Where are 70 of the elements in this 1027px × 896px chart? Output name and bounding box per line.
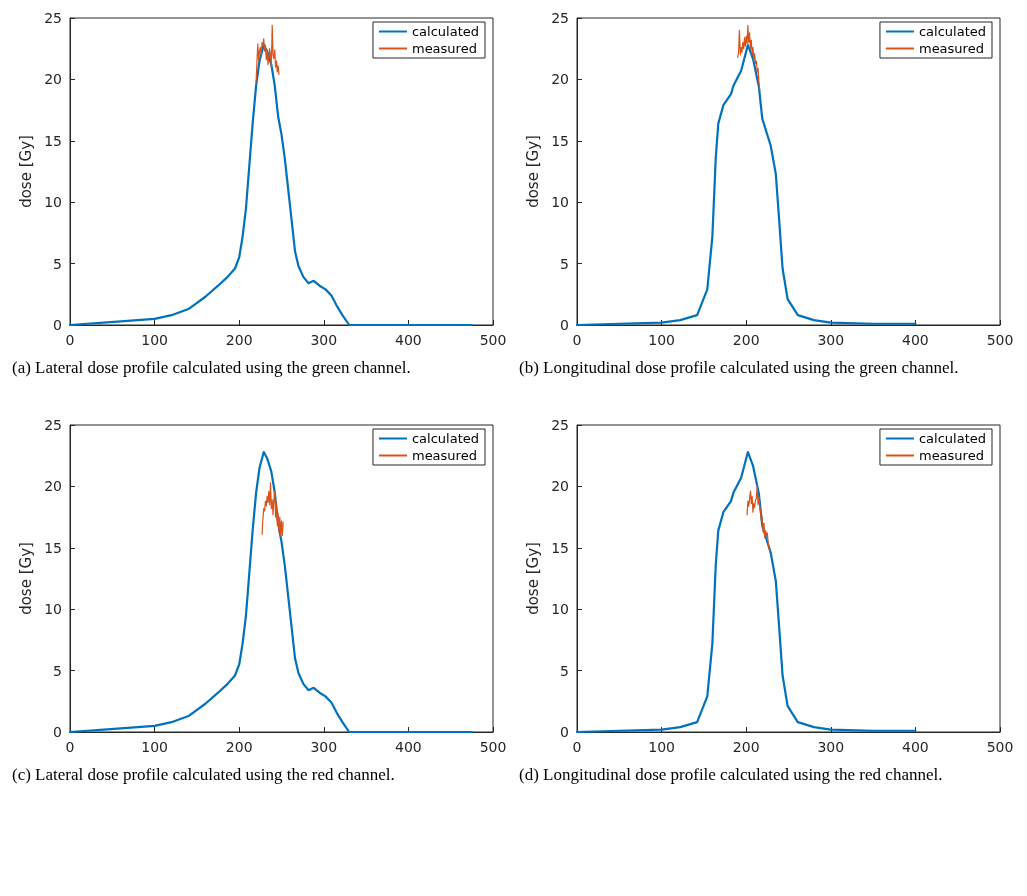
line-series: [746, 484, 771, 554]
x-tick-label: 400: [395, 739, 422, 755]
x-tick-label: 300: [310, 332, 338, 348]
y-tick-label: 0: [560, 317, 569, 333]
y-tick-label: 10: [551, 194, 569, 211]
y-tick-label: 5: [53, 662, 62, 679]
y-axis-title: dose [Gy]: [16, 135, 35, 208]
y-tick-label: 20: [551, 71, 569, 88]
y-tick-label: 15: [551, 132, 569, 149]
line-series: [575, 43, 917, 327]
x-tick-label: 300: [310, 739, 338, 755]
y-tick-label: 5: [560, 255, 569, 272]
y-tick-label: 20: [551, 478, 569, 495]
y-tick-label: 25: [551, 417, 569, 433]
x-tick-label: 200: [732, 332, 760, 348]
x-tick-label: 100: [141, 739, 168, 755]
line-series: [737, 24, 761, 92]
text: (c) Lateral dose profile calculated using the red channel.: [11, 764, 396, 786]
y-tick-label: 15: [44, 539, 62, 556]
legend-label: measured: [918, 448, 984, 463]
x-tick-label: 0: [65, 739, 75, 755]
x-tick-label: 200: [225, 332, 253, 348]
text: (a) Lateral dose profile calculated using the green channel.: [11, 357, 412, 379]
y-tick-label: 5: [560, 662, 569, 679]
x-tick-label: 0: [572, 332, 582, 348]
y-tick-label: 25: [44, 417, 62, 433]
y-tick-label: 0: [560, 724, 569, 740]
x-tick-label: 500: [479, 739, 507, 755]
y-tick-label: 25: [44, 10, 62, 26]
line-series: [575, 450, 917, 734]
y-axis-title: dose [Gy]: [523, 135, 542, 208]
y-tick-label: 15: [44, 132, 62, 149]
x-tick-label: 200: [225, 739, 253, 755]
y-tick-label: 0: [53, 724, 62, 740]
x-tick-label: 500: [986, 739, 1014, 755]
y-tick-label: 5: [53, 255, 62, 272]
y-tick-label: 20: [44, 478, 62, 495]
legend-label: calculated: [918, 24, 987, 39]
x-tick-label: 400: [395, 332, 422, 348]
legend-label: measured: [411, 41, 477, 56]
x-tick-label: 500: [479, 332, 507, 348]
y-axis-title: dose [Gy]: [16, 542, 35, 615]
legend-label: calculated: [411, 431, 480, 446]
x-tick-label: 300: [817, 332, 845, 348]
x-tick-label: 100: [648, 739, 675, 755]
x-tick-label: 500: [986, 332, 1014, 348]
x-tick-label: 0: [65, 332, 75, 348]
x-tick-label: 300: [817, 739, 845, 755]
x-tick-label: 200: [732, 739, 760, 755]
legend-label: measured: [918, 41, 984, 56]
x-tick-label: 0: [572, 739, 582, 755]
x-tick-label: 400: [902, 739, 929, 755]
line-series: [255, 24, 280, 83]
x-tick-label: 100: [648, 332, 675, 348]
y-tick-label: 10: [551, 601, 569, 618]
y-tick-label: 20: [44, 71, 62, 88]
y-tick-label: 25: [551, 10, 569, 26]
y-axis-title: dose [Gy]: [523, 542, 542, 615]
x-tick-label: 400: [902, 332, 929, 348]
legend-label: measured: [411, 448, 477, 463]
text: (d) Longitudinal dose profile calculated using the red channel.: [518, 764, 944, 786]
x-tick-label: 100: [141, 332, 168, 348]
legend-label: calculated: [411, 24, 480, 39]
y-tick-label: 10: [44, 601, 62, 618]
y-tick-label: 10: [44, 194, 62, 211]
y-tick-label: 15: [551, 539, 569, 556]
legend-label: calculated: [918, 431, 987, 446]
line-series: [261, 482, 284, 537]
text: (b) Longitudinal dose profile calculated using the green channel.: [518, 357, 960, 379]
y-tick-label: 0: [53, 317, 62, 333]
